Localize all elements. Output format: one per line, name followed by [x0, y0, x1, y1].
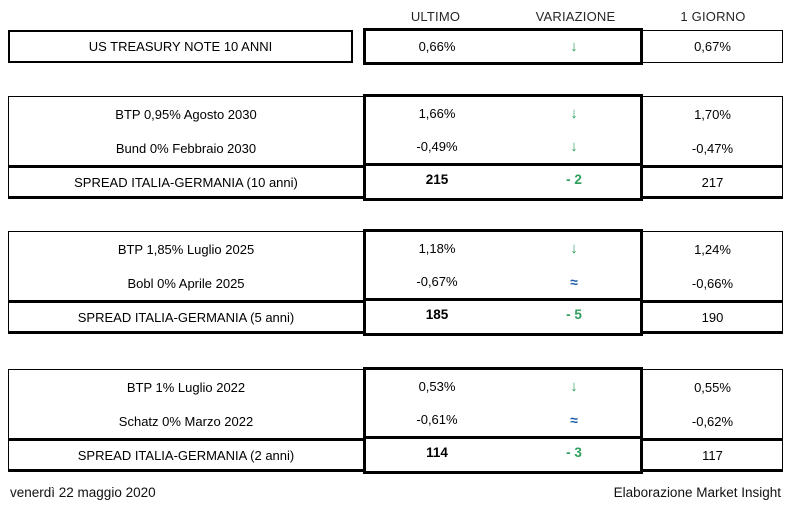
- values-row: 1,66% ↓: [366, 97, 640, 130]
- ultimo-variazione-box: 0,53% ↓ -0,61% ≈ 114 - 3: [363, 367, 643, 474]
- bond-label: Schatz 0% Marzo 2022: [118, 413, 254, 429]
- ultimo-value: 1,18%: [418, 241, 456, 256]
- ultimo-variazione-box: 1,18% ↓ -0,67% ≈ 185 - 5: [363, 229, 643, 336]
- giorno-column: 1,24% -0,66% 190: [643, 231, 783, 334]
- bond-label: Bobl 0% Aprile 2025: [127, 275, 245, 291]
- values-row: 0,53% ↓: [366, 370, 640, 403]
- down-arrow-icon: ↓: [570, 378, 578, 395]
- giorno-column: 0,55% -0,62% 117: [643, 369, 783, 472]
- giorno-value: 1,70%: [694, 106, 731, 122]
- bond-label: BTP 0,95% Agosto 2030: [115, 106, 257, 122]
- spread-label: SPREAD ITALIA-GERMANIA (10 anni): [9, 165, 363, 196]
- down-arrow-icon: ↓: [570, 240, 578, 257]
- spread-label: SPREAD ITALIA-GERMANIA (5 anni): [9, 300, 363, 331]
- ultimo-variazione-box: 1,66% ↓ -0,49% ↓ 215 - 2: [363, 94, 643, 201]
- column-header-row: ULTIMO VARIAZIONE 1 GIORNO: [363, 9, 783, 24]
- down-arrow-icon: ↓: [570, 138, 578, 155]
- label-column: US TREASURY NOTE 10 ANNI: [8, 30, 353, 63]
- ultimo-value: 1,66%: [418, 106, 456, 121]
- attribution: Elaborazione Market Insight: [613, 485, 781, 500]
- ultimo-value: -0,67%: [416, 274, 458, 289]
- values-row: -0,61% ≈: [366, 403, 640, 436]
- ultimo-value: -0,61%: [416, 412, 458, 427]
- spread-change-value: - 5: [566, 307, 582, 322]
- spread-label: SPREAD ITALIA-GERMANIA (2 anni): [9, 438, 363, 469]
- spread-values-row: 114 - 3: [366, 436, 640, 466]
- giorno-value: -0,62%: [691, 413, 734, 429]
- giorno-value: -0,47%: [691, 140, 734, 156]
- column-header-variazione: VARIAZIONE: [535, 9, 616, 24]
- approx-equal-icon: ≈: [570, 273, 578, 290]
- spread-change-value: - 3: [566, 445, 582, 460]
- giorno-value: -0,66%: [691, 275, 734, 291]
- label-column: BTP 0,95% Agosto 2030 Bund 0% Febbraio 2…: [8, 96, 363, 199]
- down-arrow-icon: ↓: [570, 38, 578, 55]
- spread-ultimo-value: 114: [426, 445, 448, 460]
- spread-ultimo-value: 215: [425, 172, 449, 187]
- label-column: BTP 1,85% Luglio 2025 Bobl 0% Aprile 202…: [8, 231, 363, 334]
- spread-giorno-value: 190: [643, 300, 782, 331]
- down-arrow-icon: ↓: [570, 105, 578, 122]
- ultimo-value: -0,49%: [416, 139, 458, 154]
- column-header-1giorno: 1 GIORNO: [680, 9, 746, 24]
- values-row: -0,49% ↓: [366, 130, 640, 163]
- bond-label: BTP 1% Luglio 2022: [126, 379, 246, 395]
- spread-values-row: 215 - 2: [366, 163, 640, 193]
- values-row: -0,67% ≈: [366, 265, 640, 298]
- report-date: venerdì 22 maggio 2020: [10, 485, 156, 500]
- us-treasury-block: US TREASURY NOTE 10 ANNI 0,66% ↓ 0,67%: [8, 28, 785, 65]
- bond-label: Bund 0% Febbraio 2030: [115, 140, 257, 156]
- giorno-value: 0,55%: [694, 379, 731, 395]
- bond-label: US TREASURY NOTE 10 ANNI: [88, 39, 273, 54]
- ultimo-variazione-box: 0,66% ↓: [363, 28, 643, 65]
- bond-label: BTP 1,85% Luglio 2025: [117, 241, 255, 257]
- label-column: BTP 1% Luglio 2022 Schatz 0% Marzo 2022 …: [8, 369, 363, 472]
- column-header-ultimo: ULTIMO: [410, 9, 461, 24]
- giorno-column: 0,67%: [643, 30, 783, 63]
- spread-ultimo-value: 185: [425, 307, 449, 322]
- giorno-value: 0,67%: [694, 39, 731, 54]
- values-row: 1,18% ↓: [366, 232, 640, 265]
- footer: venerdì 22 maggio 2020 Elaborazione Mark…: [10, 485, 781, 500]
- spread-values-row: 185 - 5: [366, 298, 640, 328]
- values-row: 0,66% ↓: [366, 31, 640, 62]
- spread-giorno-value: 217: [643, 165, 782, 196]
- spread-change-value: - 2: [566, 172, 582, 187]
- ultimo-value: 0,53%: [418, 379, 456, 394]
- giorno-value: 1,24%: [694, 241, 731, 257]
- approx-equal-icon: ≈: [570, 411, 578, 428]
- spread-giorno-value: 117: [643, 438, 782, 469]
- giorno-column: 1,70% -0,47% 217: [643, 96, 783, 199]
- ultimo-value: 0,66%: [418, 39, 456, 54]
